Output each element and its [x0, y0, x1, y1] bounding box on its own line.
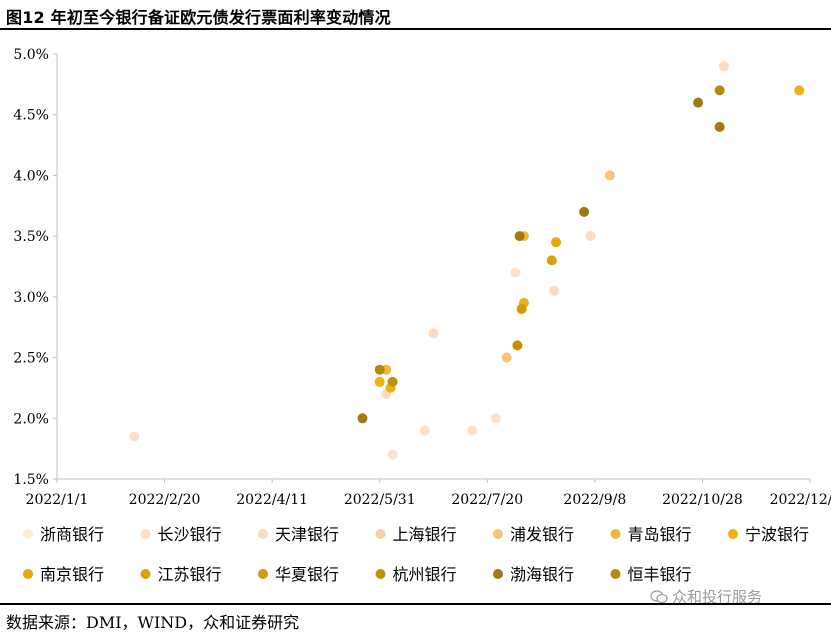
legend-marker	[610, 529, 621, 539]
legend-label: 宁波银行	[745, 525, 809, 544]
legend-marker	[728, 529, 738, 539]
legend-label: 青岛银行	[628, 525, 692, 544]
legend-label: 渤海银行	[510, 565, 574, 584]
data-point	[546, 255, 557, 266]
chat-bubble-icon	[650, 589, 668, 603]
legend-marker	[610, 569, 621, 579]
legend-marker	[258, 529, 268, 539]
source-note: 数据来源：DMI，WIND，众和证券研究	[6, 613, 300, 632]
data-point	[512, 340, 523, 351]
data-point	[714, 85, 725, 96]
y-tick-label: 2.5%	[13, 351, 49, 367]
legend-label: 恒丰银行	[628, 565, 692, 584]
data-point	[387, 449, 398, 460]
y-tick-label: 5.0%	[13, 47, 49, 63]
legend-label: 杭州银行	[393, 565, 457, 584]
source-rule	[0, 603, 831, 605]
legend-label: 浦发银行	[510, 525, 574, 544]
data-point	[693, 97, 704, 108]
x-tick-label: 2022/4/11	[236, 492, 308, 508]
data-point	[514, 231, 525, 242]
data-point	[579, 206, 590, 217]
legend-label: 华夏银行	[275, 565, 339, 584]
data-point	[714, 121, 725, 132]
x-tick-label: 2022/5/31	[344, 492, 416, 508]
legend-label: 上海银行	[393, 525, 457, 544]
y-tick-label: 3.0%	[13, 290, 49, 306]
scatter-chart: 1.5% 2.0% 2.5% 3.0% 3.5% 4.0% 4.5% 5.0% 2022/1/1…	[13, 47, 831, 584]
data-point	[374, 364, 385, 375]
data-point	[551, 237, 562, 248]
y-tick-label: 2.0%	[13, 411, 49, 427]
legend-marker	[375, 569, 386, 579]
legend-marker	[375, 529, 386, 539]
legend-marker	[258, 569, 268, 579]
data-point	[516, 304, 527, 314]
y-tick-label: 1.5%	[13, 472, 49, 488]
data-point	[387, 376, 398, 387]
chart-title: 图12 年初至今银行备证欧元债发行票面利率变动情况	[6, 8, 391, 27]
legend-label: 南京银行	[40, 565, 104, 584]
legend-label: 浙商银行	[40, 525, 104, 544]
y-tick-label: 3.5%	[13, 229, 49, 245]
data-point	[490, 413, 501, 424]
data-point	[510, 267, 521, 278]
data-point	[428, 328, 439, 339]
data-point	[467, 425, 478, 436]
data-point	[604, 170, 615, 181]
legend-marker	[140, 529, 151, 539]
legend-marker	[23, 569, 33, 579]
x-tick-label: 2022/9/8	[563, 492, 626, 508]
watermark-text: 众和投行服务	[672, 588, 763, 606]
y-tick-label: 4.0%	[13, 168, 49, 184]
data-point	[549, 285, 559, 296]
data-point	[718, 61, 729, 72]
title-rule	[0, 28, 831, 30]
x-tick-label: 2022/2/20	[129, 492, 201, 508]
legend-marker	[140, 569, 151, 579]
data-point	[129, 431, 140, 442]
legend-marker	[493, 529, 503, 539]
x-tick-label: 2022/12/17	[770, 492, 831, 508]
y-tick-label: 4.5%	[13, 108, 49, 124]
legend-marker	[493, 569, 503, 579]
data-point	[419, 425, 430, 436]
data-point	[501, 352, 512, 363]
legend-label: 江苏银行	[158, 565, 222, 584]
data-point	[357, 413, 368, 424]
legend-label: 长沙银行	[158, 525, 222, 544]
data-point	[374, 376, 385, 387]
x-tick-label: 2022/1/1	[26, 492, 89, 508]
legend-marker	[23, 529, 33, 539]
x-tick-label: 2022/10/28	[662, 492, 743, 508]
data-point	[794, 85, 805, 96]
x-tick-label: 2022/7/20	[451, 492, 523, 508]
legend-label: 天津银行	[275, 525, 339, 544]
watermark: 众和投行服务	[650, 586, 762, 607]
data-point	[585, 231, 596, 242]
